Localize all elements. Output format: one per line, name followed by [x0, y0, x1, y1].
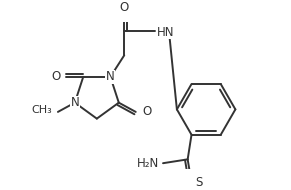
Text: H₂N: H₂N	[137, 157, 159, 170]
Text: O: O	[51, 70, 60, 83]
Text: N: N	[70, 96, 79, 109]
Text: S: S	[195, 176, 203, 189]
Text: O: O	[120, 1, 129, 14]
Text: N: N	[106, 70, 115, 83]
Text: CH₃: CH₃	[31, 105, 52, 115]
Text: HN: HN	[157, 26, 175, 39]
Text: O: O	[142, 105, 151, 118]
